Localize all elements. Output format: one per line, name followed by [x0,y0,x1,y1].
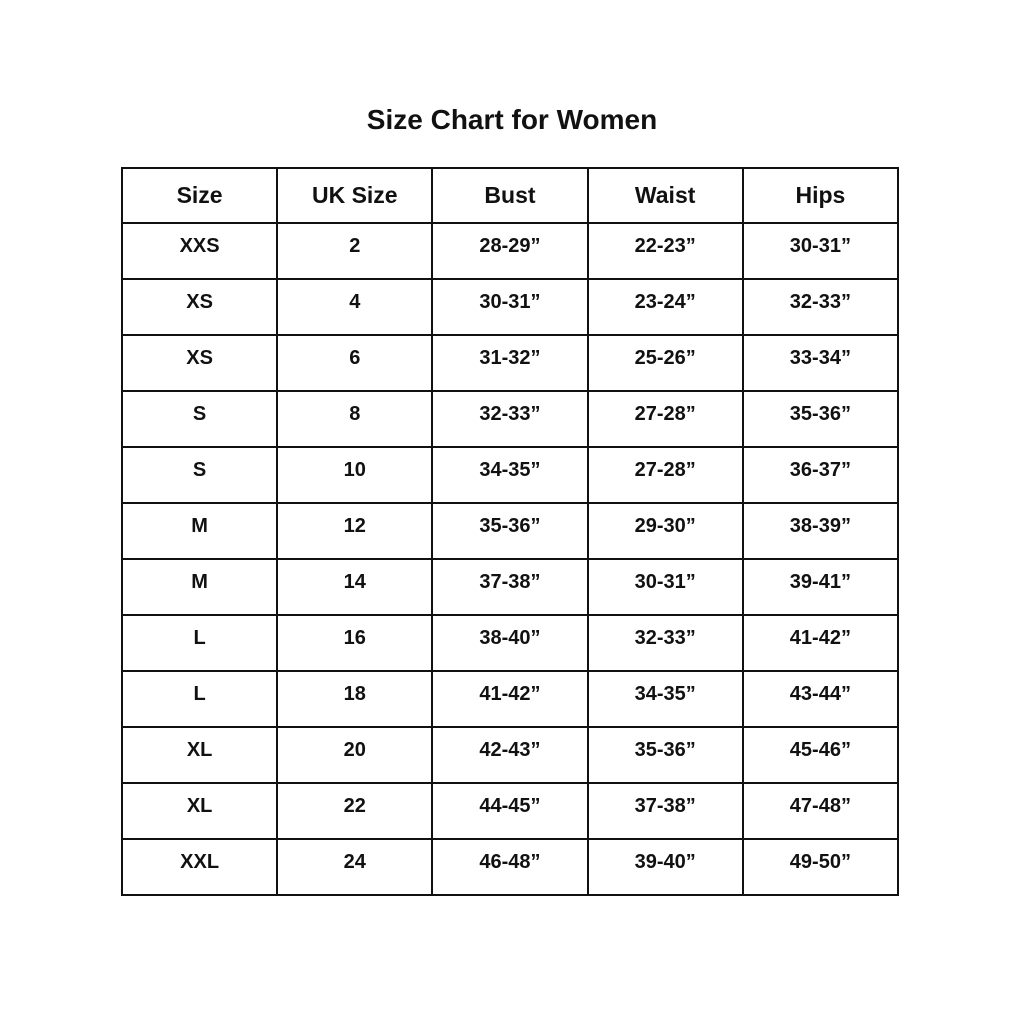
table-body: XXS 2 28-29” 22-23” 30-31” XS 4 30-31” 23-24” 32-… [120,222,900,896]
column-header: Waist [586,167,744,224]
table-cell: 32-33” [741,278,900,336]
table-cell: 35-36” [741,390,900,448]
table-cell: 37-38” [431,558,589,616]
table-cell: 43-44” [741,670,900,728]
table-cell: 44-45” [431,782,589,840]
table-cell: 42-43” [431,726,589,784]
table-cell: 27-28” [586,446,744,504]
table-cell: 36-37” [741,446,900,504]
table-cell: 8 [276,390,434,448]
table-cell: 47-48” [741,782,900,840]
column-header: UK Size [276,167,434,224]
table-cell: 6 [276,334,434,392]
table-cell: 39-41” [741,558,900,616]
table-cell: 31-32” [431,334,589,392]
table-cell: 25-26” [586,334,744,392]
table-cell: 46-48” [431,838,589,896]
table-cell: 34-35” [586,670,744,728]
table-cell: 30-31” [741,222,900,280]
table-cell: 16 [276,614,434,672]
page-title: Size Chart for Women [366,104,658,135]
table-cell: 2 [276,222,434,280]
table-cell: 23-24” [586,278,744,336]
table-cell: 41-42” [741,614,900,672]
table-cell: 4 [276,278,434,336]
table-cell: 29-30” [586,502,744,560]
table-cell: 24 [276,838,434,896]
table-cell: M [120,502,279,560]
table-cell: 14 [276,558,434,616]
table-cell: 49-50” [741,838,900,896]
column-header: Bust [431,167,589,224]
table-cell: 37-38” [586,782,744,840]
table-cell: XL [120,726,279,784]
table-cell: 30-31” [431,278,589,336]
table-cell: 22 [276,782,434,840]
table-cell: 32-33” [431,390,589,448]
column-header: Hips [741,167,900,224]
table-cell: 30-31” [586,558,744,616]
table-header: Size UK Size Bust Waist Hips [120,167,900,224]
table-row: M 12 35-36” 29-30” 38-39” [120,502,900,560]
table-cell: 35-36” [431,502,589,560]
header-row: Size UK Size Bust Waist Hips [120,167,900,224]
table-row: XS 4 30-31” 23-24” 32-33” [120,278,900,336]
table-row: L 16 38-40” 32-33” 41-42” [120,614,900,672]
table-cell: 28-29” [431,222,589,280]
table-cell: 10 [276,446,434,504]
table-cell: XL [120,782,279,840]
table-cell: 39-40” [586,838,744,896]
table-cell: 45-46” [741,726,900,784]
table-cell: 35-36” [586,726,744,784]
table-cell: S [120,446,279,504]
table-row: S 10 34-35” 27-28” 36-37” [120,446,900,504]
table-cell: XXS [120,222,279,280]
table-row: L 18 41-42” 34-35” 43-44” [120,670,900,728]
size-table: Size UK Size Bust Waist Hips XXS 2 28-29” 22-23… [120,167,900,896]
table-row: XXL 24 46-48” 39-40” 49-50” [120,838,900,896]
table-cell: XXL [120,838,279,896]
table-cell: 41-42” [431,670,589,728]
table-row: XS 6 31-32” 25-26” 33-34” [120,334,900,392]
table-cell: XS [120,278,279,336]
table-cell: 34-35” [431,446,589,504]
table-cell: L [120,614,279,672]
table-cell: 27-28” [586,390,744,448]
table-row: XXS 2 28-29” 22-23” 30-31” [120,222,900,280]
table-cell: 32-33” [586,614,744,672]
table-cell: S [120,390,279,448]
table-cell: 22-23” [586,222,744,280]
table-cell: XS [120,334,279,392]
table-cell: 38-39” [741,502,900,560]
table-cell: 33-34” [741,334,900,392]
table-cell: 38-40” [431,614,589,672]
table-row: XL 20 42-43” 35-36” 45-46” [120,726,900,784]
table-cell: L [120,670,279,728]
table-row: S 8 32-33” 27-28” 35-36” [120,390,900,448]
table-cell: 18 [276,670,434,728]
column-header: Size [120,167,279,224]
table-cell: M [120,558,279,616]
table-row: XL 22 44-45” 37-38” 47-48” [120,782,900,840]
table-row: M 14 37-38” 30-31” 39-41” [120,558,900,616]
table-cell: 12 [276,502,434,560]
table-cell: 20 [276,726,434,784]
